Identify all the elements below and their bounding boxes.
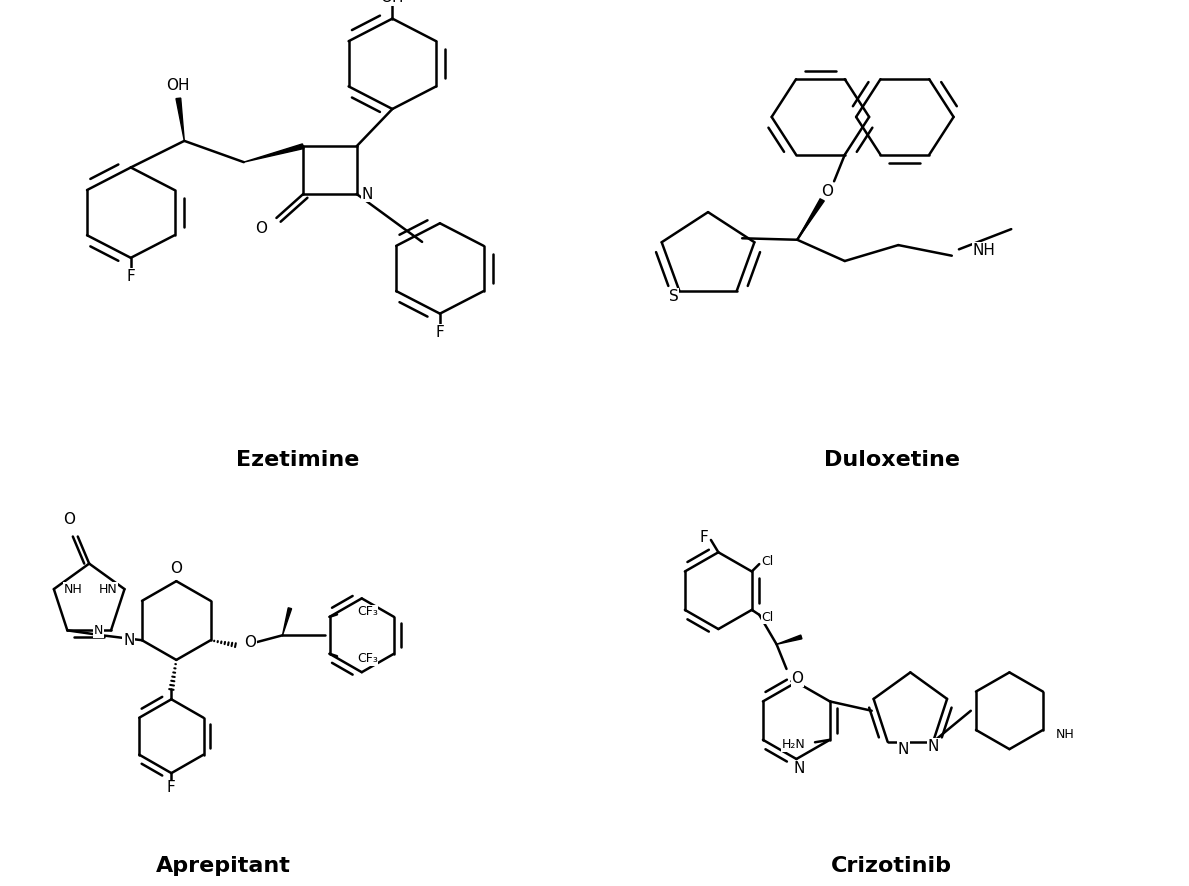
Text: OH: OH [380,0,404,4]
Text: F: F [126,269,136,284]
Text: N: N [793,761,805,776]
Text: NH: NH [973,243,995,258]
Text: Ezetimine: Ezetimine [235,450,359,470]
Text: OH: OH [166,78,190,92]
Polygon shape [797,198,824,240]
Text: O: O [820,184,833,199]
Polygon shape [244,144,304,162]
Polygon shape [283,608,291,635]
Text: Duloxetine: Duloxetine [824,450,960,470]
Text: HN: HN [99,583,117,595]
Text: N: N [927,739,939,754]
Text: N: N [124,633,134,648]
Text: H₂N: H₂N [781,738,805,751]
Polygon shape [776,635,801,644]
Text: Cl: Cl [762,610,774,624]
Text: O: O [244,635,256,650]
Text: O: O [792,672,804,687]
Text: Cl: Cl [762,556,774,568]
Text: F: F [435,325,445,339]
Text: Crizotinib: Crizotinib [831,856,952,876]
Text: Aprepitant: Aprepitant [156,856,290,876]
Text: CF₃: CF₃ [357,605,378,618]
Text: O: O [256,222,268,236]
Text: NH: NH [1056,728,1074,742]
Text: F: F [166,781,176,796]
Text: CF₃: CF₃ [357,652,378,665]
Polygon shape [176,98,184,141]
Text: F: F [699,530,709,545]
Text: O: O [170,562,182,577]
Text: O: O [63,512,75,527]
Text: NH: NH [64,583,82,595]
Text: N: N [898,742,908,757]
Text: S: S [668,289,679,304]
Text: N: N [94,624,103,637]
Text: N: N [361,187,373,201]
